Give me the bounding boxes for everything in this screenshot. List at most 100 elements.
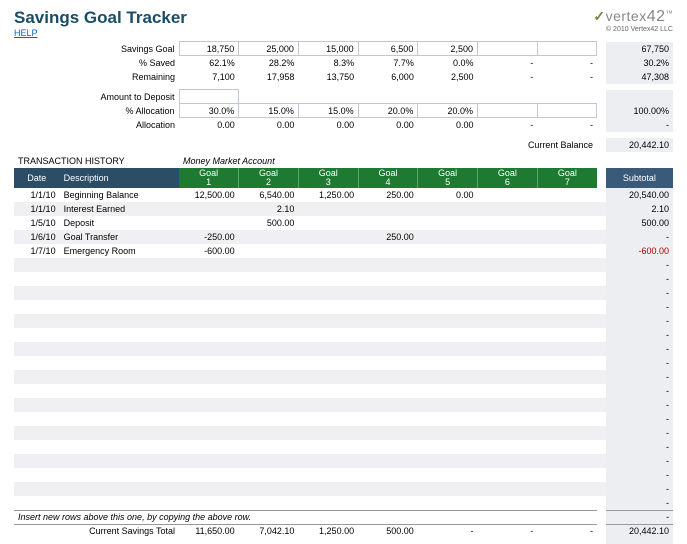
empty-cell[interactable] bbox=[358, 356, 418, 370]
txn-value[interactable]: 0.00 bbox=[418, 188, 478, 202]
empty-cell[interactable] bbox=[179, 314, 239, 328]
empty-cell[interactable] bbox=[478, 482, 538, 496]
txn-value[interactable] bbox=[537, 188, 597, 202]
empty-cell[interactable] bbox=[537, 356, 597, 370]
txn-value[interactable]: -250.00 bbox=[179, 230, 239, 244]
empty-cell[interactable] bbox=[239, 412, 299, 426]
empty-cell[interactable] bbox=[179, 342, 239, 356]
empty-cell[interactable] bbox=[358, 454, 418, 468]
empty-cell[interactable] bbox=[537, 454, 597, 468]
empty-cell[interactable] bbox=[60, 286, 179, 300]
empty-cell[interactable] bbox=[239, 426, 299, 440]
empty-cell[interactable] bbox=[478, 426, 538, 440]
empty-cell[interactable] bbox=[418, 412, 478, 426]
empty-cell[interactable] bbox=[60, 468, 179, 482]
txn-date[interactable]: 1/1/10 bbox=[14, 202, 60, 216]
empty-cell[interactable] bbox=[60, 314, 179, 328]
summary-cell[interactable]: 20.0% bbox=[358, 104, 418, 118]
txn-value[interactable]: 12,500.00 bbox=[179, 188, 239, 202]
empty-cell[interactable] bbox=[14, 258, 60, 272]
summary-cell[interactable]: 25,000 bbox=[239, 42, 299, 56]
empty-cell[interactable] bbox=[239, 370, 299, 384]
summary-cell[interactable] bbox=[478, 42, 538, 56]
empty-cell[interactable] bbox=[478, 272, 538, 286]
txn-description[interactable]: Beginning Balance bbox=[60, 188, 179, 202]
empty-cell[interactable] bbox=[60, 482, 179, 496]
empty-cell[interactable] bbox=[418, 370, 478, 384]
txn-value[interactable] bbox=[358, 216, 418, 230]
summary-cell[interactable]: 18,750 bbox=[179, 42, 239, 56]
empty-cell[interactable] bbox=[60, 496, 179, 510]
txn-value[interactable]: 2.10 bbox=[239, 202, 299, 216]
txn-value[interactable] bbox=[418, 216, 478, 230]
empty-cell[interactable] bbox=[298, 426, 358, 440]
summary-cell[interactable]: 30.0% bbox=[179, 104, 239, 118]
empty-cell[interactable] bbox=[60, 328, 179, 342]
empty-cell[interactable] bbox=[358, 426, 418, 440]
empty-cell[interactable] bbox=[478, 496, 538, 510]
empty-cell[interactable] bbox=[179, 384, 239, 398]
empty-cell[interactable] bbox=[179, 496, 239, 510]
empty-cell[interactable] bbox=[298, 300, 358, 314]
empty-cell[interactable] bbox=[60, 412, 179, 426]
txn-value[interactable] bbox=[179, 216, 239, 230]
txn-value[interactable]: 6,540.00 bbox=[239, 188, 299, 202]
summary-cell[interactable]: 15.0% bbox=[298, 104, 358, 118]
empty-cell[interactable] bbox=[60, 272, 179, 286]
txn-value[interactable] bbox=[537, 244, 597, 258]
empty-cell[interactable] bbox=[239, 398, 299, 412]
empty-cell[interactable] bbox=[478, 356, 538, 370]
txn-value[interactable] bbox=[298, 202, 358, 216]
empty-cell[interactable] bbox=[358, 384, 418, 398]
empty-cell[interactable] bbox=[418, 286, 478, 300]
empty-cell[interactable] bbox=[358, 398, 418, 412]
empty-cell[interactable] bbox=[298, 328, 358, 342]
txn-value[interactable] bbox=[537, 230, 597, 244]
summary-cell[interactable]: 6,500 bbox=[358, 42, 418, 56]
empty-cell[interactable] bbox=[14, 412, 60, 426]
txn-value[interactable] bbox=[478, 230, 538, 244]
empty-cell[interactable] bbox=[478, 440, 538, 454]
empty-cell[interactable] bbox=[478, 258, 538, 272]
empty-cell[interactable] bbox=[358, 482, 418, 496]
empty-cell[interactable] bbox=[358, 300, 418, 314]
empty-cell[interactable] bbox=[239, 440, 299, 454]
empty-cell[interactable] bbox=[478, 342, 538, 356]
txn-date[interactable]: 1/6/10 bbox=[14, 230, 60, 244]
empty-cell[interactable] bbox=[478, 398, 538, 412]
empty-cell[interactable] bbox=[60, 356, 179, 370]
empty-cell[interactable] bbox=[60, 440, 179, 454]
empty-cell[interactable] bbox=[418, 496, 478, 510]
empty-cell[interactable] bbox=[239, 328, 299, 342]
txn-description[interactable]: Goal Transfer bbox=[60, 230, 179, 244]
empty-cell[interactable] bbox=[298, 342, 358, 356]
empty-cell[interactable] bbox=[418, 426, 478, 440]
empty-cell[interactable] bbox=[179, 426, 239, 440]
summary-cell[interactable] bbox=[537, 104, 597, 118]
empty-cell[interactable] bbox=[478, 286, 538, 300]
empty-cell[interactable] bbox=[298, 468, 358, 482]
empty-cell[interactable] bbox=[537, 272, 597, 286]
empty-cell[interactable] bbox=[14, 300, 60, 314]
empty-cell[interactable] bbox=[239, 258, 299, 272]
txn-date[interactable]: 1/7/10 bbox=[14, 244, 60, 258]
txn-value[interactable] bbox=[358, 202, 418, 216]
empty-cell[interactable] bbox=[418, 398, 478, 412]
empty-cell[interactable] bbox=[358, 440, 418, 454]
empty-cell[interactable] bbox=[418, 482, 478, 496]
empty-cell[interactable] bbox=[179, 258, 239, 272]
empty-cell[interactable] bbox=[179, 300, 239, 314]
empty-cell[interactable] bbox=[60, 300, 179, 314]
empty-cell[interactable] bbox=[418, 342, 478, 356]
empty-cell[interactable] bbox=[478, 468, 538, 482]
empty-cell[interactable] bbox=[179, 272, 239, 286]
empty-cell[interactable] bbox=[298, 314, 358, 328]
empty-cell[interactable] bbox=[239, 300, 299, 314]
empty-cell[interactable] bbox=[14, 496, 60, 510]
txn-value[interactable] bbox=[239, 244, 299, 258]
empty-cell[interactable] bbox=[418, 300, 478, 314]
txn-value[interactable] bbox=[298, 230, 358, 244]
empty-cell[interactable] bbox=[239, 384, 299, 398]
empty-cell[interactable] bbox=[239, 454, 299, 468]
empty-cell[interactable] bbox=[14, 468, 60, 482]
